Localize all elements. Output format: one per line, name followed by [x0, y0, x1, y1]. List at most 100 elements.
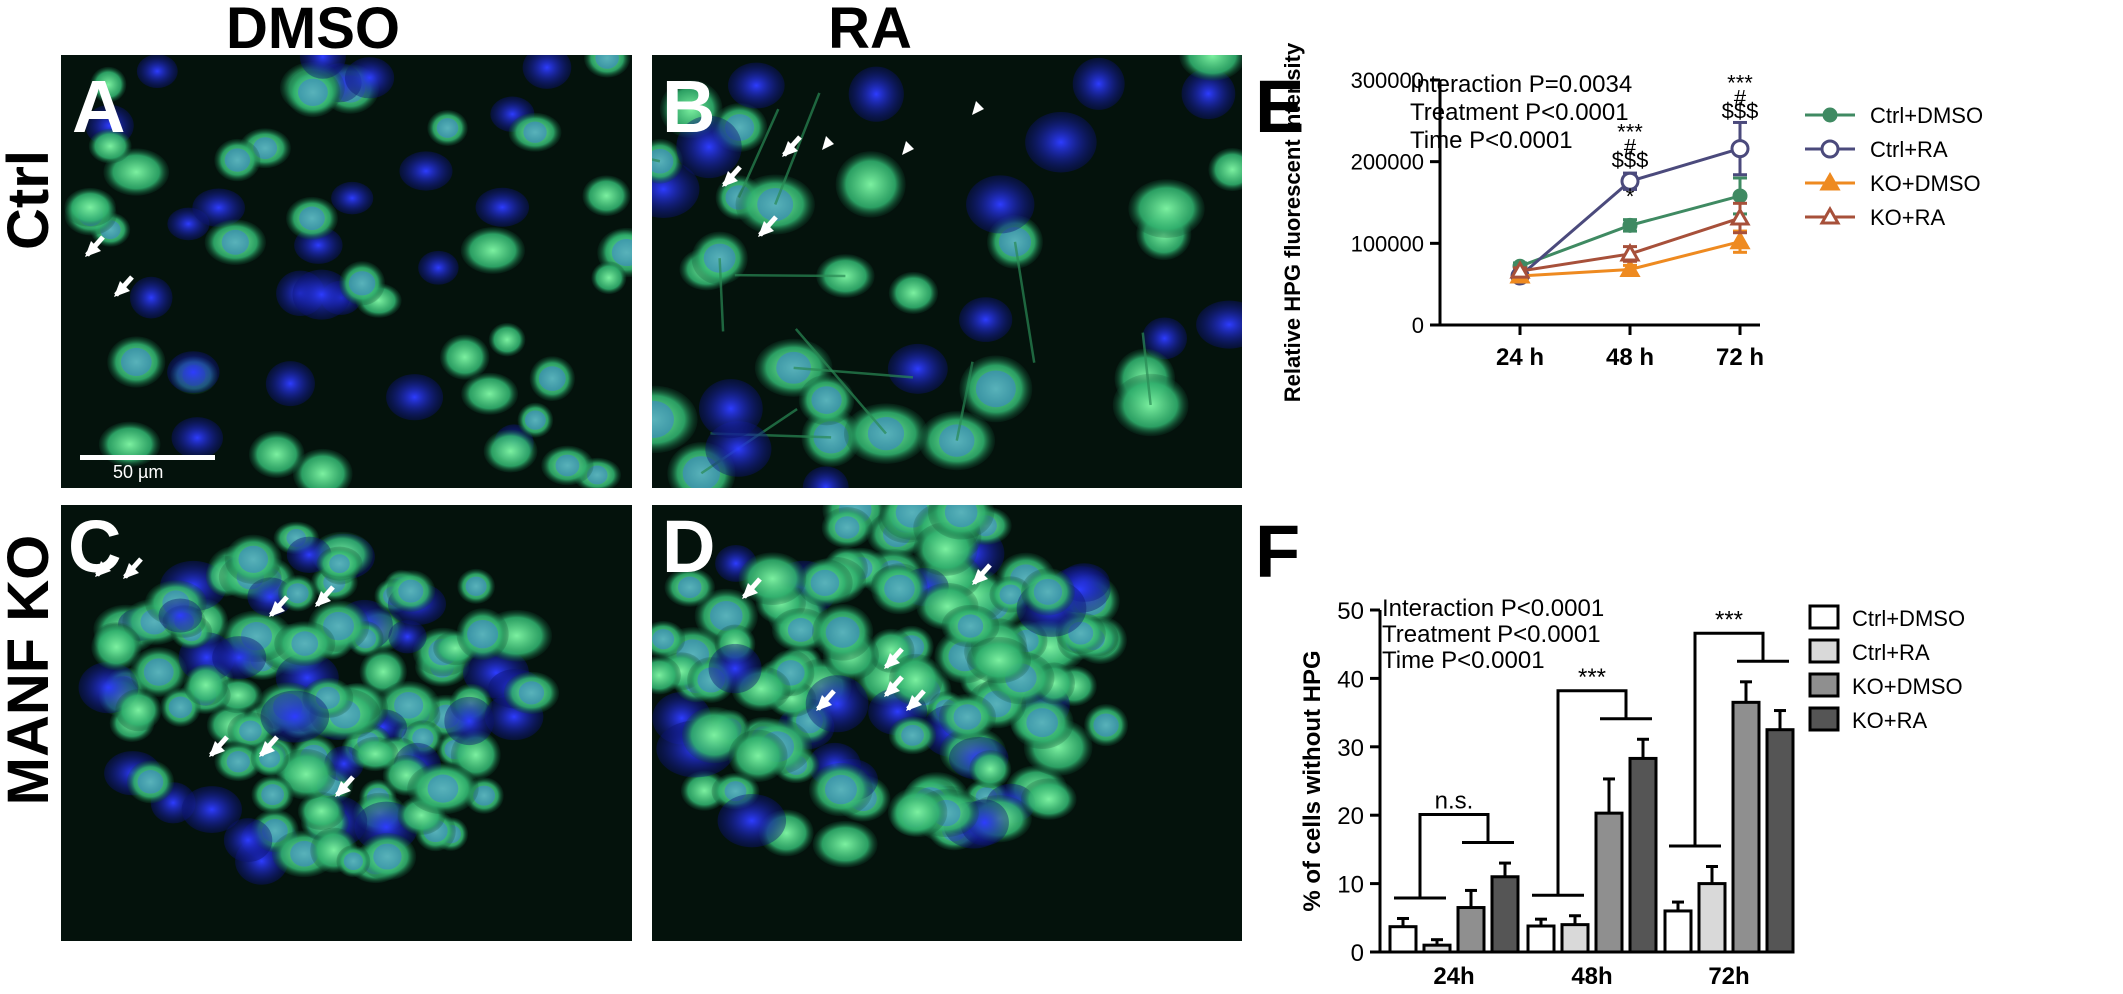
row-header-manf-ko: MANF KO: [0, 534, 61, 806]
bar: [1456, 906, 1486, 954]
y-axis-label: Relative HPG fluorescent intensity: [1280, 42, 1305, 402]
significance-label: #: [1624, 134, 1637, 159]
bar: [1628, 756, 1658, 954]
column-header-dmso: DMSO: [226, 0, 400, 61]
arrowhead-icon: [902, 141, 914, 155]
y-tick-label: 50: [1337, 598, 1364, 625]
legend-marker: [1820, 139, 1840, 159]
data-point: [1730, 139, 1750, 159]
significance-label: #: [1734, 85, 1747, 110]
bar: [1594, 811, 1624, 954]
panel-label-c: C: [68, 505, 122, 588]
legend-label: KO+RA: [1852, 708, 1928, 733]
x-tick-label: 72 h: [1716, 344, 1764, 371]
line-chart-hpg-intensity: 0 100000 200000 300000 24 h 48 h 72 h Relative …: [1280, 42, 1983, 402]
legend-label: KO+DMSO: [1852, 674, 1963, 699]
arrow-icon: [95, 555, 115, 577]
row-header-ctrl: Ctrl: [0, 150, 61, 250]
legend-label: Ctrl+RA: [1852, 640, 1930, 665]
significance-label: ***: [1578, 664, 1606, 691]
micrograph-ko-dmso: [61, 505, 632, 941]
bracket-line: [1556, 689, 1628, 896]
legend-label: Ctrl+DMSO: [1852, 606, 1965, 631]
data-point: [1732, 188, 1748, 204]
y-tick-label: 30: [1337, 735, 1364, 762]
significance-label: ***: [1715, 606, 1743, 633]
bar: [1422, 943, 1452, 954]
data-point: [1729, 230, 1751, 250]
bracket-line: [1693, 631, 1765, 846]
arrow-icon: [259, 735, 279, 757]
arrow-icon: [722, 165, 742, 187]
x-tick-label: 72h: [1708, 963, 1749, 990]
data-point: [1619, 258, 1641, 277]
scale-bar-label: 50 µm: [113, 462, 164, 482]
arrow-icon: [209, 735, 229, 757]
stats-text: Treatment P<0.0001: [1410, 99, 1629, 126]
arrow-icon: [906, 689, 926, 711]
micrograph-ctrl-dmso: [61, 55, 632, 488]
stats-text: Interaction P<0.0001: [1382, 595, 1604, 622]
significance-label: ***: [1617, 120, 1643, 145]
y-tick-label: 300000: [1351, 68, 1424, 93]
bar: [1765, 728, 1795, 954]
panel-label-f: F: [1255, 510, 1301, 593]
arrow-icon: [972, 563, 992, 585]
significance-label: $$$: [1612, 147, 1649, 172]
micrograph-image: [61, 55, 632, 488]
micrograph-image: [61, 505, 632, 941]
panel-label-d: D: [662, 505, 716, 588]
data-point: [1622, 217, 1638, 233]
data-point: [1509, 260, 1531, 279]
y-tick-label: 20: [1337, 803, 1364, 830]
significance-label: $$$: [1722, 98, 1759, 123]
x-tick-label: 48h: [1571, 963, 1612, 990]
arrow-icon: [884, 675, 904, 697]
bar: [1526, 924, 1556, 954]
y-tick-label: 100000: [1351, 231, 1424, 256]
arrow-icon: [884, 647, 904, 669]
arrow-icon: [335, 775, 355, 797]
bar-chart-cells-without-hpg: 0 10 20 30 40 50 % of cells without HPG Interac…: [1299, 595, 1965, 990]
legend-marker: [1819, 171, 1841, 191]
bar: [1490, 875, 1520, 954]
column-header-ra: RA: [828, 0, 912, 61]
significance-label: n.s.: [1435, 788, 1474, 815]
legend-label: Ctrl+RA: [1870, 137, 1948, 162]
y-tick-label: 200000: [1351, 150, 1424, 175]
legend-label: KO+RA: [1870, 205, 1946, 230]
arrow-icon: [269, 595, 289, 617]
panel-label-a: A: [72, 65, 126, 148]
y-tick-label: 0: [1351, 940, 1364, 967]
panel-label-b: B: [662, 65, 716, 148]
legend-label: Ctrl+DMSO: [1870, 103, 1983, 128]
scale-bar: [80, 455, 215, 460]
y-tick-label: 0: [1412, 313, 1424, 338]
x-tick-label: 48 h: [1606, 344, 1654, 371]
arrow-icon: [816, 689, 836, 711]
x-tick-label: 24 h: [1496, 344, 1544, 371]
legend-marker: [1819, 205, 1841, 225]
stats-text: Treatment P<0.0001: [1382, 621, 1601, 648]
significance-label: *: [1626, 184, 1635, 209]
data-point: [1620, 171, 1640, 191]
arrow-icon: [123, 557, 143, 579]
x-tick-label: 24h: [1433, 963, 1474, 990]
data-point: [1729, 206, 1751, 226]
panel-label-e: E: [1255, 65, 1305, 148]
legend-swatch: [1808, 604, 1840, 630]
bar: [1388, 925, 1418, 954]
data-point: [1619, 242, 1641, 262]
arrow-icon: [315, 585, 335, 607]
significance-label: ***: [1727, 71, 1753, 96]
legend-swatch: [1808, 638, 1840, 664]
arrow-icon: [742, 577, 762, 599]
arrow-icon: [114, 275, 134, 297]
bar: [1560, 923, 1590, 954]
arrowhead-icon: [822, 136, 834, 150]
micrograph-ko-ra: [652, 505, 1242, 941]
legend-label: KO+DMSO: [1870, 171, 1981, 196]
bracket-line: [1418, 813, 1490, 898]
legend-swatch: [1808, 672, 1840, 698]
legend-marker: [1822, 107, 1838, 123]
